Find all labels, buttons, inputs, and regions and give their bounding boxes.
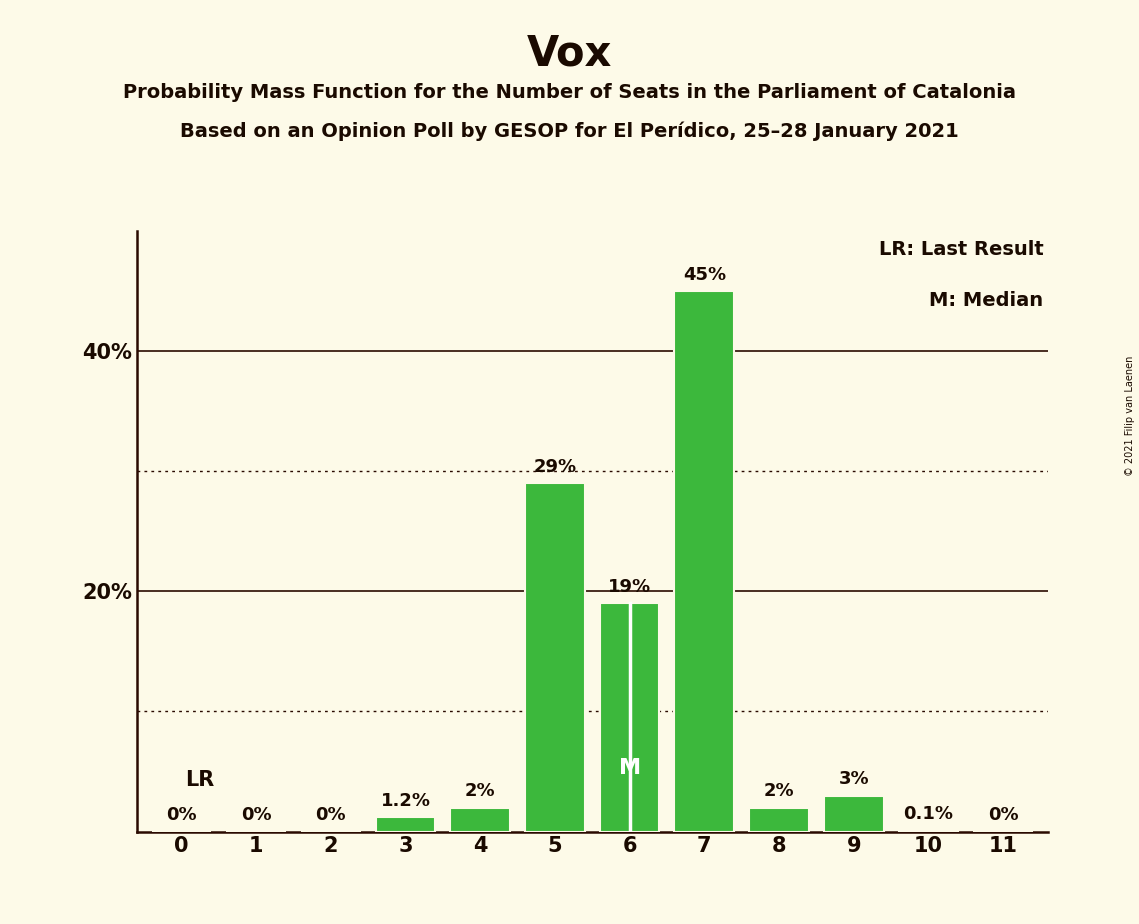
- Text: 0%: 0%: [988, 807, 1018, 824]
- Bar: [899, 831, 958, 832]
- Text: M: M: [618, 758, 640, 778]
- Text: Based on an Opinion Poll by GESOP for El Perídico, 25–28 January 2021: Based on an Opinion Poll by GESOP for El…: [180, 122, 959, 141]
- Text: 0%: 0%: [316, 807, 346, 824]
- Bar: [600, 603, 659, 832]
- Text: M: Median: M: Median: [929, 291, 1043, 310]
- Bar: [450, 808, 510, 832]
- Text: 2%: 2%: [763, 783, 794, 800]
- Text: Vox: Vox: [527, 32, 612, 74]
- Text: 45%: 45%: [682, 266, 726, 284]
- Bar: [376, 817, 435, 832]
- Text: 29%: 29%: [533, 458, 576, 476]
- Bar: [525, 483, 584, 832]
- Text: LR: Last Result: LR: Last Result: [878, 240, 1043, 259]
- Text: 2%: 2%: [465, 783, 495, 800]
- Bar: [823, 796, 884, 832]
- Text: 0%: 0%: [166, 807, 197, 824]
- Text: Probability Mass Function for the Number of Seats in the Parliament of Catalonia: Probability Mass Function for the Number…: [123, 83, 1016, 103]
- Text: © 2021 Filip van Laenen: © 2021 Filip van Laenen: [1125, 356, 1134, 476]
- Bar: [749, 808, 809, 832]
- Text: 1.2%: 1.2%: [380, 792, 431, 810]
- Text: 0.1%: 0.1%: [903, 805, 953, 823]
- Text: 3%: 3%: [838, 771, 869, 788]
- Text: 0%: 0%: [240, 807, 271, 824]
- Text: 19%: 19%: [608, 578, 652, 596]
- Text: LR: LR: [186, 770, 214, 789]
- Bar: [674, 291, 735, 832]
